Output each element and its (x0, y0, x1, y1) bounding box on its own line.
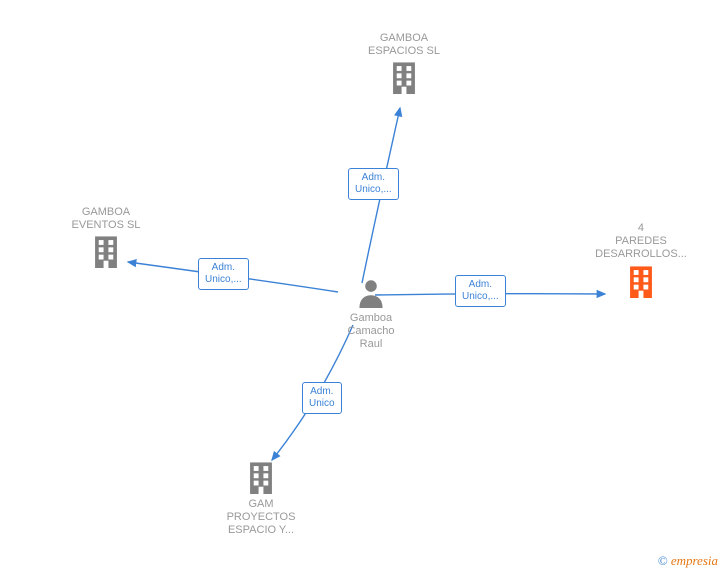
node-left[interactable]: GAMBOA EVENTOS SL (56, 206, 156, 268)
edge-label-top: Adm. Unico,... (348, 168, 399, 200)
building-icon (91, 234, 121, 268)
node-top[interactable]: GAMBOA ESPACIOS SL (354, 32, 454, 94)
watermark: ©empresia (658, 553, 718, 569)
building-icon (246, 460, 276, 494)
node-top-label: GAMBOA ESPACIOS SL (368, 32, 440, 58)
center-node[interactable]: Gamboa Camacho Raul (336, 278, 406, 352)
node-bottom-label: GAM PROYECTOS ESPACIO Y... (227, 498, 296, 538)
watermark-name: empresia (671, 553, 718, 568)
node-left-label: GAMBOA EVENTOS SL (72, 206, 141, 232)
center-label: Gamboa Camacho Raul (347, 312, 394, 352)
node-right-label: 4 PAREDES DESARROLLOS... (595, 222, 687, 262)
building-icon (626, 264, 656, 298)
person-icon (357, 278, 385, 308)
node-bottom[interactable]: GAM PROYECTOS ESPACIO Y... (206, 460, 316, 538)
edge-label-left: Adm. Unico,... (198, 258, 249, 290)
copyright-symbol: © (658, 553, 668, 568)
edge-label-bottom: Adm. Unico (302, 382, 342, 414)
node-right[interactable]: 4 PAREDES DESARROLLOS... (576, 222, 706, 298)
building-icon (389, 60, 419, 94)
edge-label-right: Adm. Unico,... (455, 275, 506, 307)
